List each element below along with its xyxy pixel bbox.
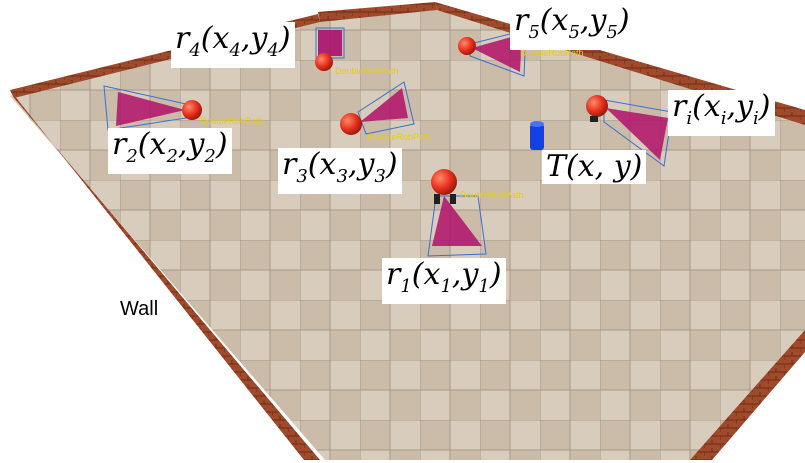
label-r4: r4(x4,y4) xyxy=(171,22,295,68)
robot-ri xyxy=(586,95,673,167)
label-ri: ri(xi,yi) xyxy=(668,90,775,136)
robot-r1: DoubleRobPath xyxy=(427,169,524,257)
svg-text:DoubleRobPath: DoubleRobPath xyxy=(520,48,584,58)
svg-text:DoubleRobPath: DoubleRobPath xyxy=(200,116,264,126)
target-cylinder xyxy=(530,121,544,150)
floor xyxy=(10,8,805,460)
label-r2: r2(x2,y2) xyxy=(108,128,232,174)
label-target: T(x, y) xyxy=(542,150,647,184)
svg-text:DoubleRobPath: DoubleRobPath xyxy=(460,190,524,200)
wall-back-right xyxy=(318,2,437,22)
label-r3: r3(x3,y3) xyxy=(278,148,402,194)
wall-front-right xyxy=(690,330,805,460)
robot-r2: DoubleRobPath xyxy=(103,85,264,131)
robot-r4: DoubleRobPath xyxy=(315,27,399,76)
robot-r5: DoubleRobPath xyxy=(458,29,584,77)
label-wall: Wall xyxy=(120,298,159,320)
svg-text:DoubleRobPath: DoubleRobPath xyxy=(368,132,432,142)
svg-text:DoubleRobPath: DoubleRobPath xyxy=(335,66,399,76)
label-r5: r5(x5,y5) xyxy=(510,4,634,50)
label-r1: r1(x1,y1) xyxy=(382,258,506,304)
robot-r3: DoubleRobPath xyxy=(340,81,432,142)
